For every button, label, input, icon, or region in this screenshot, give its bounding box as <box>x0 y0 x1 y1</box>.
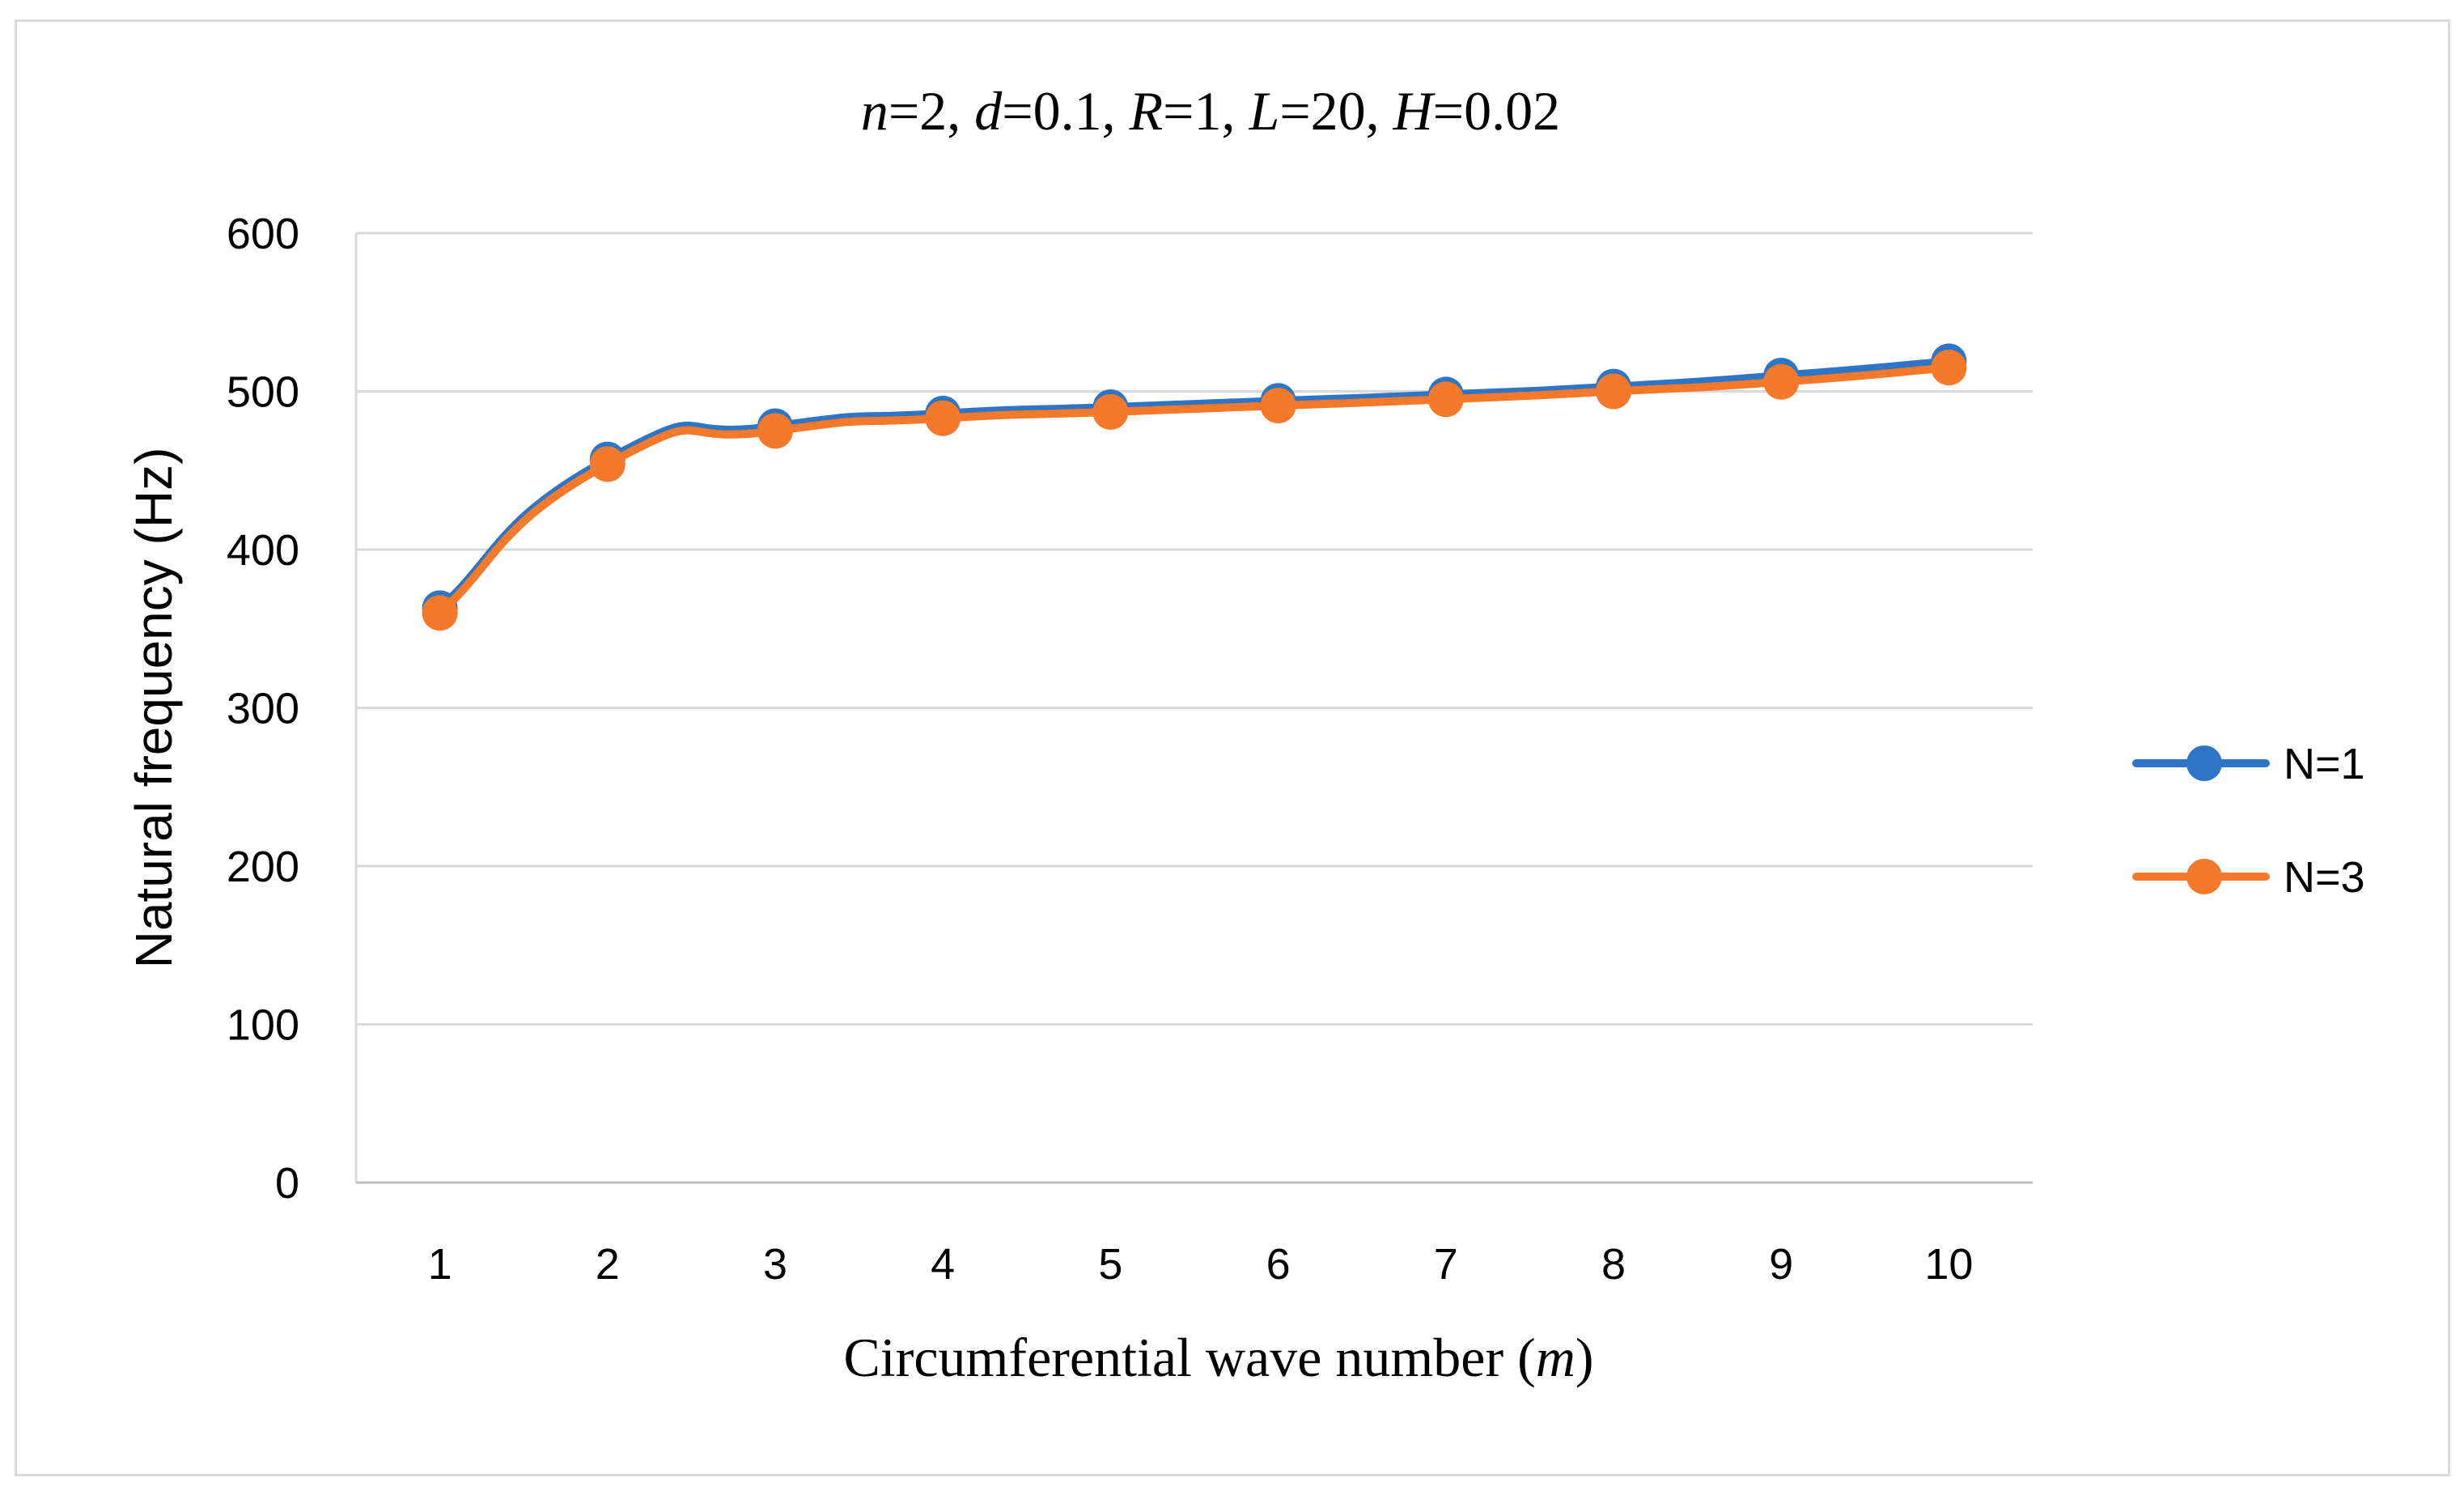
y-tick-label: 600 <box>227 210 299 258</box>
series-line-N=1 <box>435 357 1953 613</box>
y-axis-label: Natural frequency (Hz) <box>125 448 183 969</box>
data-point-N=3 <box>1763 363 1800 400</box>
data-point-N=3 <box>757 413 793 449</box>
x-tick-label: 4 <box>931 1240 955 1289</box>
legend-marker-N=3 <box>2186 859 2222 894</box>
x-tick-label: 1 <box>428 1240 452 1289</box>
legend-label: N=1 <box>2284 740 2365 788</box>
x-tick-label: 10 <box>1924 1240 1973 1289</box>
y-tick-label: 200 <box>227 843 299 891</box>
series-line-N=3 <box>435 363 1953 618</box>
data-point-N=3 <box>422 595 458 631</box>
y-tick-label: 100 <box>227 1001 299 1050</box>
data-point-N=3 <box>589 446 626 482</box>
y-tick-label: 300 <box>227 685 299 733</box>
x-tick-label: 5 <box>1098 1240 1122 1289</box>
chart-title: n=2, d=0.1, R=1, L=20, H=0.02 <box>861 80 1560 142</box>
data-point-N=3 <box>1092 393 1129 430</box>
chart-frame <box>15 19 2450 1476</box>
x-axis-label: Circumferential wave number (m) <box>843 1327 1593 1388</box>
x-tick-label: 9 <box>1769 1240 1793 1289</box>
data-point-N=3 <box>1931 350 1967 386</box>
legend-label: N=3 <box>2284 853 2365 902</box>
y-tick-label: 0 <box>275 1159 299 1208</box>
x-tick-label: 2 <box>596 1240 620 1289</box>
x-tick-label: 3 <box>763 1240 787 1289</box>
data-point-N=3 <box>1427 381 1464 418</box>
y-tick-label: 400 <box>227 526 299 575</box>
x-tick-label: 7 <box>1434 1240 1458 1289</box>
data-point-N=3 <box>1596 373 1631 410</box>
y-tick-label: 500 <box>227 368 299 417</box>
x-tick-label: 6 <box>1266 1240 1291 1289</box>
data-point-N=3 <box>1260 388 1296 424</box>
legend-marker-N=1 <box>2186 745 2222 781</box>
x-tick-label: 8 <box>1601 1240 1626 1289</box>
data-point-N=3 <box>925 400 961 436</box>
